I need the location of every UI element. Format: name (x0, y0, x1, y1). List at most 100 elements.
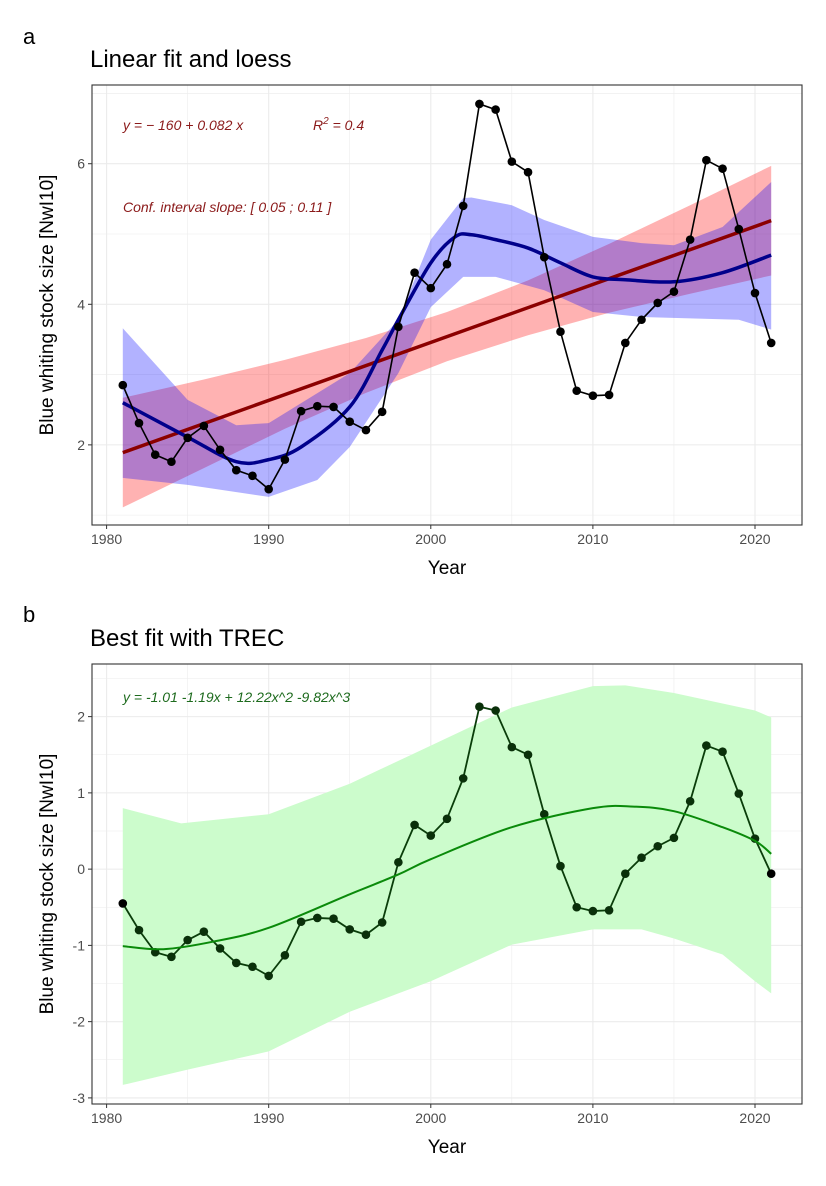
x-tick-label: 2010 (577, 1110, 608, 1126)
data-point (183, 935, 192, 945)
y-tick-label: 0 (77, 861, 85, 877)
data-point (442, 259, 452, 269)
x-tick-label: 1980 (91, 1110, 122, 1126)
data-point (572, 386, 581, 396)
data-point (669, 287, 679, 296)
data-point (621, 338, 630, 348)
data-point (199, 421, 209, 431)
data-point (313, 401, 322, 411)
panel-b-tag: b (23, 602, 35, 627)
data-point (150, 450, 160, 460)
data-point (556, 327, 565, 337)
data-point (750, 288, 760, 298)
data-point (313, 913, 322, 923)
loess-confidence-band (122, 181, 772, 497)
y-tick-label: 2 (77, 709, 85, 725)
data-point (621, 869, 630, 879)
r2-value: = 0.4 (329, 117, 365, 133)
y-tick-label: 1 (77, 785, 85, 801)
panel-a-r2: R2 = 0.4 (313, 116, 364, 133)
data-point (637, 853, 646, 862)
x-tick-label: 1990 (253, 531, 284, 547)
data-point (718, 747, 727, 756)
x-tick-label: 2000 (415, 1110, 446, 1126)
fit-confidence-band (122, 685, 772, 1085)
r2-superscript: 2 (322, 116, 329, 127)
data-point (280, 455, 290, 464)
data-point (734, 789, 744, 798)
data-point (669, 833, 679, 843)
x-tick-label: 2000 (415, 531, 446, 547)
data-point (475, 99, 484, 109)
panel-a: a Linear fit and loess 1980 1990 2000 2010 2… (23, 24, 803, 579)
data-point (475, 702, 484, 712)
data-point (377, 918, 387, 927)
data-point (329, 914, 338, 923)
panel-b-x-axis-label: Year (428, 1137, 467, 1158)
data-point (296, 406, 306, 416)
data-point (637, 315, 646, 325)
data-point (604, 390, 614, 400)
linear-fit-line (122, 219, 772, 455)
data-point (345, 925, 355, 934)
data-point (296, 917, 306, 927)
data-point (264, 971, 273, 981)
y-tick-label: -1 (73, 937, 86, 953)
data-point (199, 927, 209, 936)
data-point (426, 831, 436, 840)
data-point (134, 925, 144, 935)
data-point (588, 906, 598, 916)
data-point (702, 155, 711, 165)
data-point (653, 298, 663, 308)
data-point (442, 814, 452, 824)
panel-a-conf-interval: Conf. interval slope: [ 0.05 ; 0.11 ] (123, 199, 332, 215)
data-point (183, 433, 192, 443)
data-point (604, 906, 614, 915)
data-point (361, 425, 371, 435)
data-point (491, 105, 500, 114)
y-tick-label: -2 (73, 1014, 86, 1030)
data-point (410, 268, 419, 277)
data-point (766, 338, 776, 348)
data-point (231, 958, 241, 968)
panel-a-title: Linear fit and loess (90, 46, 291, 73)
data-point (361, 930, 371, 940)
panel-b-equation: y = -1.01 -1.19x + 12.22x^2 -9.82x^3 (122, 689, 350, 705)
data-point (572, 902, 581, 912)
panel-a-tag: a (23, 24, 36, 49)
data-point (118, 380, 128, 390)
data-point (248, 962, 257, 972)
data-point (523, 167, 533, 177)
data-point (426, 283, 436, 293)
data-point (588, 391, 598, 400)
panel-b-plot-area: 1980 1990 2000 2010 2020 -3 -2 -1 0 1 2 (73, 663, 803, 1126)
panel-a-equation: y = − 160 + 0.082 x (122, 117, 244, 133)
data-point (685, 235, 695, 244)
x-tick-label: 1980 (91, 531, 122, 547)
data-point (702, 741, 711, 750)
data-point (215, 445, 225, 455)
panel-border (91, 84, 803, 526)
data-point (280, 950, 290, 960)
panel-b-y-axis-label: Blue whiting stock size [NwI10] (37, 754, 58, 1015)
panel-background (92, 85, 802, 525)
panel-border (91, 663, 803, 1105)
data-point (556, 861, 565, 871)
data-point (329, 402, 338, 412)
x-tick-label: 2020 (739, 1110, 770, 1126)
data-point (167, 457, 176, 467)
panel-a-plot-area: 1980 1990 2000 2010 2020 2 4 6 (77, 84, 803, 547)
panel-a-x-axis-label: Year (428, 558, 467, 579)
data-point (410, 820, 419, 830)
data-point (734, 224, 744, 234)
data-point (231, 465, 241, 475)
panel-b-title: Best fit with TREC (90, 625, 284, 652)
data-point (685, 796, 695, 806)
r2-label: R (313, 117, 323, 133)
data-point (491, 706, 500, 715)
y-tick-label: 6 (77, 156, 85, 172)
panel-a-y-axis-label: Blue whiting stock size [NwI10] (37, 175, 58, 436)
data-point (523, 750, 533, 760)
data-point (507, 157, 517, 166)
y-tick-label: 2 (77, 437, 85, 453)
